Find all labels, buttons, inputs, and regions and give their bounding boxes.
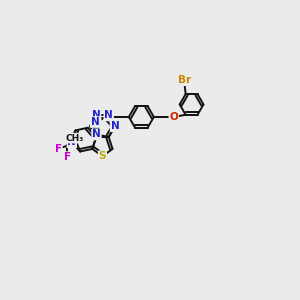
Text: Br: Br bbox=[178, 75, 191, 85]
Text: CH₃: CH₃ bbox=[66, 134, 84, 142]
Text: F: F bbox=[55, 144, 62, 154]
Text: N: N bbox=[92, 110, 100, 120]
Text: N: N bbox=[92, 129, 101, 140]
Text: S: S bbox=[99, 151, 106, 161]
Text: O: O bbox=[169, 112, 178, 122]
Text: F: F bbox=[64, 152, 71, 162]
Text: N: N bbox=[111, 121, 119, 131]
Text: N: N bbox=[68, 137, 76, 147]
Text: N: N bbox=[91, 117, 100, 127]
Text: N: N bbox=[104, 110, 113, 120]
